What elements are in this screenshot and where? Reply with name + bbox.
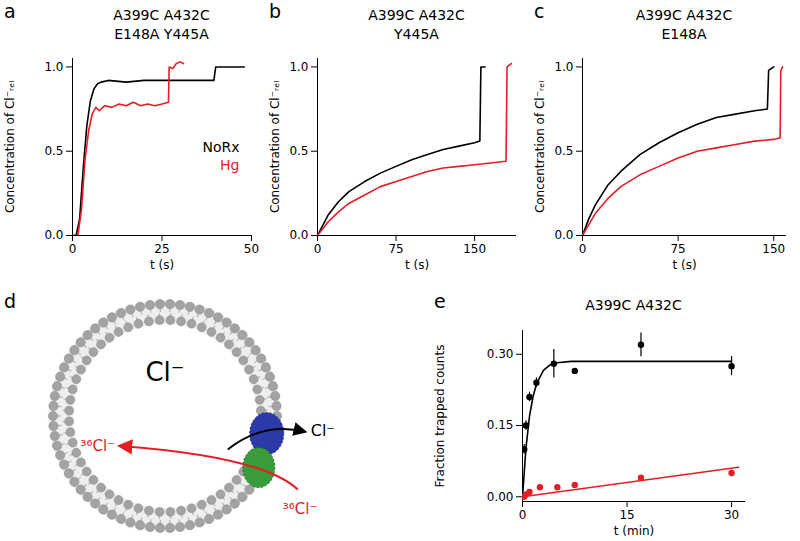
- html-text:A399C A432C: A399C A432C: [368, 7, 465, 23]
- svg-text:150: 150: [762, 242, 785, 256]
- svg-text:75: 75: [670, 242, 685, 256]
- svg-text:Cl⁻: Cl⁻: [311, 421, 335, 440]
- svg-text:0: 0: [69, 242, 77, 256]
- html-text:e: e: [434, 290, 446, 312]
- svg-text:³⁶Cl⁻: ³⁶Cl⁻: [283, 500, 318, 518]
- svg-text:25: 25: [154, 242, 169, 256]
- svg-text:30: 30: [724, 508, 739, 522]
- html-text:d: d: [4, 290, 17, 312]
- svg-text:0.15: 0.15: [487, 418, 514, 432]
- svg-text:0.0: 0.0: [289, 228, 308, 242]
- svg-text:³⁶Cl⁻: ³⁶Cl⁻: [80, 437, 115, 455]
- svg-text:0.00: 0.00: [487, 490, 514, 504]
- svg-text:t (s): t (s): [672, 258, 696, 272]
- html-text:Y445A: Y445A: [394, 26, 439, 42]
- svg-text:NoRx: NoRx: [202, 139, 239, 155]
- svg-text:Concentration of Cl⁻ᵣₑₗ: Concentration of Cl⁻ᵣₑₗ: [533, 81, 547, 213]
- svg-text:Concentration of Cl⁻ᵣₑₗ: Concentration of Cl⁻ᵣₑₗ: [3, 81, 17, 213]
- svg-text:Cl⁻: Cl⁻: [145, 357, 184, 387]
- html-text:A399C A432C: A399C A432C: [113, 7, 210, 23]
- svg-text:50: 50: [244, 242, 259, 256]
- svg-text:0: 0: [519, 508, 527, 522]
- svg-text:1.0: 1.0: [44, 60, 63, 74]
- svg-text:Hg: Hg: [220, 157, 239, 173]
- html-text:E148A Y445A: E148A Y445A: [114, 26, 209, 42]
- html-text:E148A: E148A: [661, 26, 707, 42]
- svg-text:0.0: 0.0: [44, 228, 63, 242]
- html-text:a: a: [4, 0, 16, 22]
- svg-text:t (s): t (s): [150, 258, 174, 272]
- svg-text:0: 0: [314, 242, 322, 256]
- svg-text:Concentration of Cl⁻ᵣₑₗ: Concentration of Cl⁻ᵣₑₗ: [268, 81, 282, 213]
- html-text:c: c: [534, 0, 545, 22]
- svg-text:1.0: 1.0: [289, 60, 308, 74]
- svg-text:75: 75: [388, 242, 403, 256]
- html-text:b: b: [269, 0, 282, 22]
- svg-text:t (s): t (s): [405, 258, 429, 272]
- svg-text:1.0: 1.0: [554, 60, 573, 74]
- svg-text:0.0: 0.0: [554, 228, 573, 242]
- html-text:A399C A432C: A399C A432C: [635, 7, 733, 23]
- svg-text:0: 0: [579, 242, 587, 256]
- svg-text:0.30: 0.30: [487, 347, 514, 361]
- html-text:A399C A432C: A399C A432C: [585, 297, 682, 313]
- svg-text:0.5: 0.5: [289, 144, 308, 158]
- svg-text:0.5: 0.5: [554, 144, 573, 158]
- svg-text:Fraction trapped counts: Fraction trapped counts: [433, 345, 447, 488]
- svg-text:150: 150: [463, 242, 486, 256]
- svg-text:t (min): t (min): [614, 524, 655, 538]
- svg-text:15: 15: [619, 508, 634, 522]
- svg-text:0.5: 0.5: [44, 144, 63, 158]
